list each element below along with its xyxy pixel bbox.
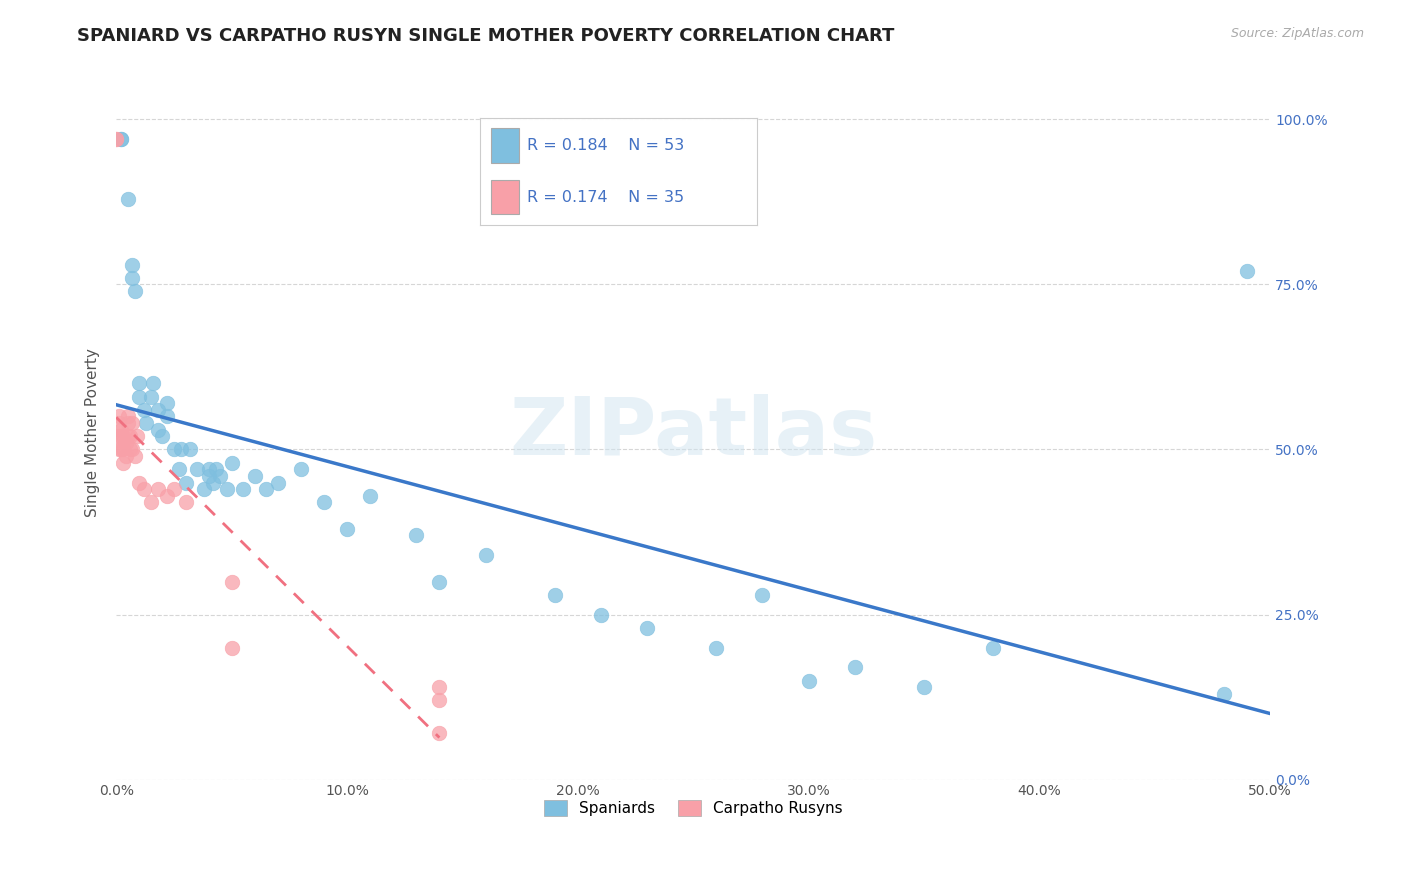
Point [117, 416, 139, 430]
Point [174, 475, 197, 490]
Point [139, 390, 162, 404]
Point [202, 475, 225, 490]
Point [1236, 264, 1258, 278]
Point [124, 284, 146, 298]
Point [156, 396, 179, 410]
Point [107, 416, 129, 430]
Point [156, 409, 179, 424]
Point [112, 429, 135, 443]
Point [105, 132, 128, 146]
Y-axis label: Single Mother Poverty: Single Mother Poverty [86, 349, 100, 517]
Point [179, 442, 201, 457]
Point [110, 132, 132, 146]
Point [163, 482, 186, 496]
Point [117, 429, 139, 443]
Point [107, 409, 129, 424]
Point [312, 495, 335, 509]
Point [112, 442, 135, 457]
Point [114, 449, 136, 463]
Text: Source: ZipAtlas.com: Source: ZipAtlas.com [1230, 27, 1364, 40]
Point [110, 442, 132, 457]
Point [112, 456, 135, 470]
Point [844, 660, 866, 674]
Point [121, 442, 143, 457]
Point [197, 462, 219, 476]
Point [105, 132, 128, 146]
Point [135, 416, 157, 430]
Point [121, 270, 143, 285]
Point [167, 462, 190, 476]
Point [209, 469, 232, 483]
Point [429, 574, 451, 589]
Point [193, 482, 215, 496]
Point [128, 390, 150, 404]
Text: SPANIARD VS CARPATHO RUSYN SINGLE MOTHER POVERTY CORRELATION CHART: SPANIARD VS CARPATHO RUSYN SINGLE MOTHER… [77, 27, 894, 45]
Point [221, 574, 243, 589]
Point [336, 522, 359, 536]
Point [232, 482, 254, 496]
Point [204, 462, 226, 476]
Point [110, 423, 132, 437]
Point [121, 258, 143, 272]
Point [120, 429, 142, 443]
Point [429, 680, 451, 694]
Point [121, 416, 143, 430]
Point [636, 621, 658, 635]
Point [107, 429, 129, 443]
Point [429, 693, 451, 707]
Point [156, 489, 179, 503]
Point [117, 409, 139, 424]
Point [267, 475, 290, 490]
Point [117, 192, 139, 206]
Point [405, 528, 427, 542]
Text: ZIPatlas: ZIPatlas [509, 394, 877, 472]
Point [125, 429, 148, 443]
Legend: Spaniards, Carpatho Rusyns: Spaniards, Carpatho Rusyns [536, 793, 851, 824]
Point [290, 462, 312, 476]
Point [429, 726, 451, 740]
Point [215, 482, 238, 496]
Point [981, 640, 1004, 655]
Point [751, 588, 773, 602]
Point [120, 442, 142, 457]
Point [163, 442, 186, 457]
Point [114, 436, 136, 450]
Point [146, 482, 169, 496]
Point [221, 456, 243, 470]
Point [254, 482, 277, 496]
Point [221, 640, 243, 655]
Point [142, 376, 165, 391]
Point [912, 680, 935, 694]
Point [474, 548, 496, 562]
Point [704, 640, 727, 655]
Point [128, 475, 150, 490]
Point [1213, 687, 1236, 701]
Point [110, 429, 132, 443]
Point [186, 462, 208, 476]
Point [197, 469, 219, 483]
Point [128, 376, 150, 391]
Point [797, 673, 820, 688]
Point [170, 442, 193, 457]
Point [146, 423, 169, 437]
Point [152, 429, 174, 443]
Point [107, 442, 129, 457]
Point [243, 469, 266, 483]
Point [132, 403, 155, 417]
Point [146, 403, 169, 417]
Point [110, 132, 132, 146]
Point [132, 482, 155, 496]
Point [124, 449, 146, 463]
Point [139, 495, 162, 509]
Point [359, 489, 381, 503]
Point [589, 607, 612, 622]
Point [544, 588, 567, 602]
Point [174, 495, 197, 509]
